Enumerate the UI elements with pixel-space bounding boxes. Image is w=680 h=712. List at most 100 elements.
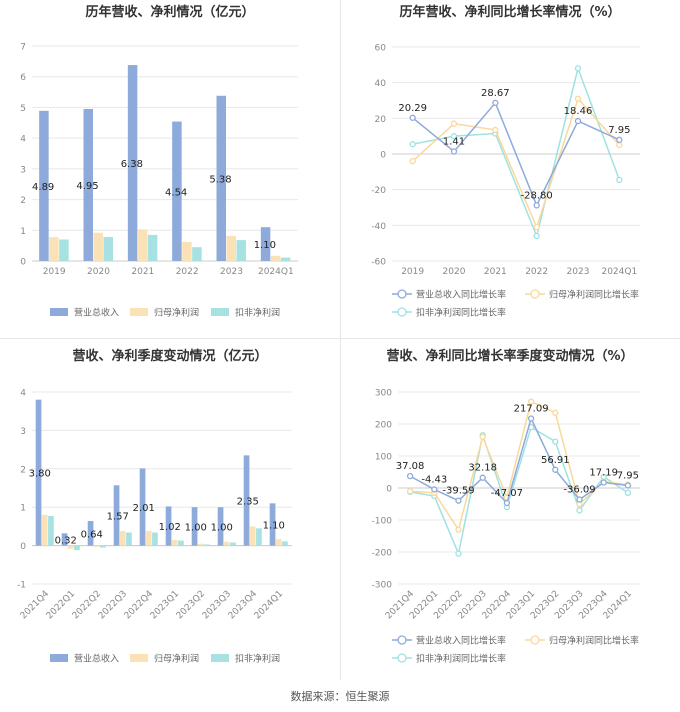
quarter-line-panel: 营收、净利同比增长率季度变动情况（%） 300 200 100 0 -100 -200 -30… (372, 348, 640, 665)
series-point (576, 496, 583, 503)
series-point (574, 65, 582, 72)
bar-revenue (113, 485, 120, 546)
line-data-label: 7.95 (608, 125, 630, 136)
y-tick-label: 0 (386, 485, 392, 495)
line-data-label: 217.09 (514, 404, 549, 415)
series-point (409, 157, 416, 165)
bar-deducted-profit (48, 516, 54, 546)
bar-net-profit (275, 539, 282, 546)
bar-revenue (61, 533, 68, 546)
legend-label: 营业总收入同比增长率 (416, 635, 506, 647)
legend-label: 扣非净利润 (235, 653, 280, 665)
legend-marker (397, 653, 407, 663)
x-tick-label: 2023 (220, 267, 243, 277)
series-point (533, 232, 540, 240)
y-tick-label: -1 (17, 581, 26, 591)
bar-net-profit (270, 255, 281, 261)
y-tick-label: -20 (371, 186, 386, 196)
legend-marker (397, 307, 407, 317)
bar-deducted-profit (178, 540, 184, 546)
x-tick-label: 2023 (567, 267, 590, 277)
series-point (409, 141, 416, 148)
series-point (533, 223, 540, 231)
series-point (503, 499, 511, 507)
bar-data-label: 6.38 (121, 159, 143, 170)
series-line (410, 400, 628, 532)
line-data-label: 7.95 (617, 470, 639, 481)
bar-revenue (83, 108, 93, 261)
y-tick-label: 100 (375, 453, 392, 463)
bar-revenue (127, 65, 138, 262)
bar-net-profit (197, 543, 204, 546)
bar-revenue (39, 110, 49, 261)
series-point (552, 438, 559, 445)
legend-swatch (211, 308, 229, 316)
bar-net-profit (145, 531, 152, 546)
bar-deducted-profit (147, 234, 158, 261)
legend-label: 归母净利润同比增长率 (549, 289, 639, 301)
series-point (624, 482, 632, 489)
bar-deducted-profit (204, 544, 210, 546)
line-data-label: -28.80 (521, 190, 553, 201)
bar-deducted-profit (282, 541, 288, 546)
bar-net-profit (93, 545, 100, 547)
x-tick-label: 2020 (87, 267, 110, 277)
series-point (616, 176, 623, 184)
legend-swatch (130, 654, 148, 662)
legend-swatch (50, 308, 68, 316)
annual-line-panel: 历年营收、净利同比增长率情况（%） 60 40 20 0 -20 -40 -60 2019 202… (371, 4, 640, 319)
horizontal-divider (0, 338, 680, 339)
x-tick-label: 2024Q1 (601, 267, 637, 277)
bar-revenue (139, 468, 146, 546)
bar-data-label: 5.38 (209, 174, 231, 185)
bar-net-profit (137, 229, 148, 261)
x-tick-label: 2020 (443, 267, 466, 277)
y-tick-label: 3 (20, 427, 26, 437)
quarter-bar-panel: 营收、净利季度变动情况（亿元）43210-12021Q42022Q12022Q2… (17, 348, 292, 665)
legend-marker (530, 635, 540, 645)
bar-revenue (191, 507, 198, 546)
line-data-label: 17.19 (589, 467, 618, 478)
y-tick-label: 60 (375, 44, 387, 54)
bar-revenue (243, 455, 250, 546)
x-tick-label: 2024Q1 (258, 267, 294, 277)
y-tick-label: 1 (20, 227, 26, 237)
legend-swatch (211, 654, 229, 662)
line-data-label: -4.43 (421, 474, 447, 485)
series-line (412, 101, 620, 208)
legend-label: 归母净利润 (154, 653, 199, 665)
series-point (616, 141, 623, 149)
annual-bar-panel: 历年营收、净利情况（亿元） 0 1 2 3 4 5 6 7 2019 2020 2021 2022 202… (20, 4, 298, 319)
y-tick-label: 3 (20, 165, 26, 175)
series-point (455, 497, 462, 504)
series-point (431, 486, 438, 493)
x-tick-label: 2022 (176, 267, 199, 277)
bar-deducted-profit (74, 545, 80, 551)
series-point (455, 550, 462, 557)
x-tick-label: 2021 (484, 267, 507, 277)
y-tick-label: 4 (20, 389, 26, 399)
series-point (616, 136, 623, 143)
legend-label: 扣非净利润同比增长率 (416, 307, 506, 319)
y-tick-label: 40 (375, 79, 387, 89)
x-tick-label: 2021 (131, 267, 154, 277)
bar-revenue (165, 506, 172, 546)
bar-data-label: 1.02 (159, 522, 181, 533)
line-data-label: 18.46 (564, 106, 593, 117)
y-tick-label: 6 (20, 73, 26, 83)
line-data-label: 28.67 (481, 88, 510, 99)
y-tick-label: 7 (20, 43, 26, 53)
bar-net-profit (171, 539, 178, 546)
y-tick-label: 1 (20, 504, 26, 514)
series-point (479, 433, 486, 440)
bar-deducted-profit (100, 545, 106, 548)
y-tick-label: -40 (371, 222, 386, 232)
series-point (574, 117, 582, 125)
line-data-label: 1.41 (443, 136, 465, 147)
y-tick-label: -200 (372, 549, 393, 559)
line-data-label: -47.07 (491, 488, 523, 499)
legend-marker (397, 289, 407, 299)
y-tick-label: 0 (20, 258, 26, 268)
bar-data-label: 1.10 (263, 520, 285, 531)
